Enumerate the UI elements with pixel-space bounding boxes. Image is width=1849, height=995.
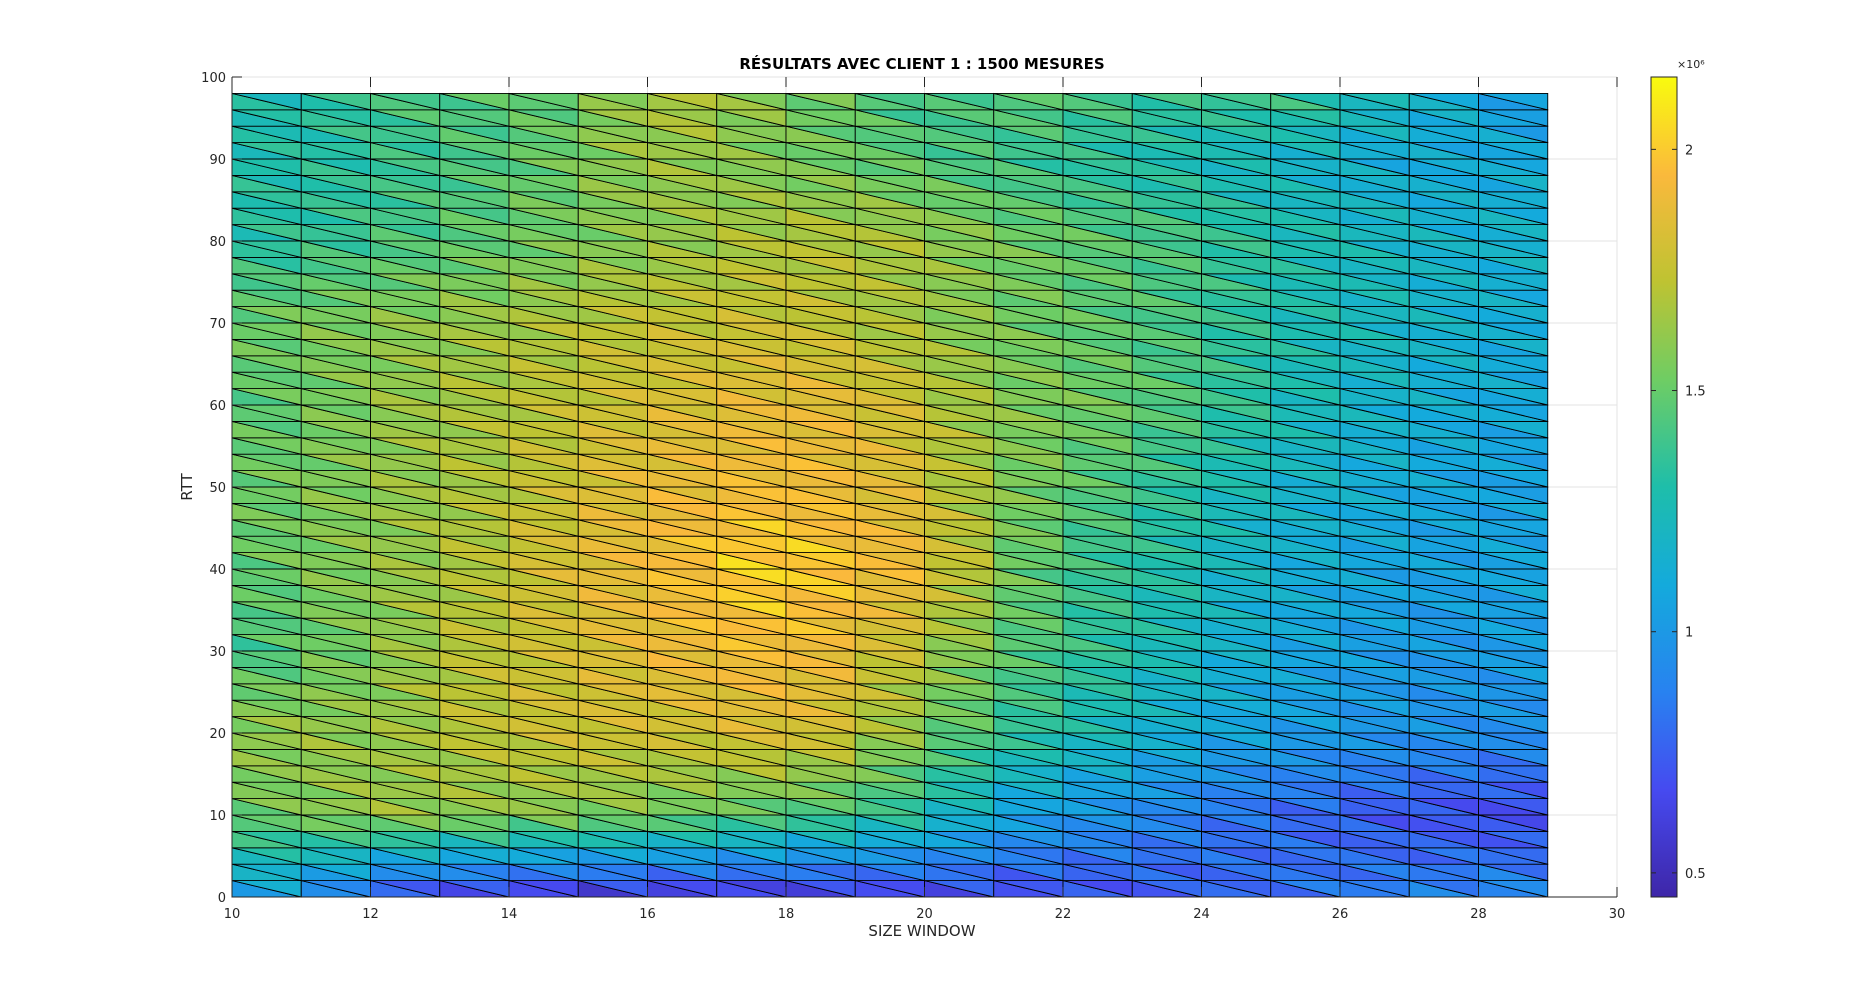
y-axis-label: RTT: [178, 472, 196, 500]
y-tick-label: 50: [209, 481, 226, 496]
x-tick-label: 14: [501, 907, 518, 922]
colorbar-gradient: [1650, 76, 1678, 898]
x-tick-label: 18: [778, 907, 795, 922]
y-tick-label: 70: [209, 317, 226, 332]
y-tick-label: 40: [209, 563, 226, 578]
colorbar-exponent-label: ×10⁶: [1677, 58, 1705, 71]
x-tick-label: 28: [1470, 907, 1487, 922]
chart-title: RÉSULTATS AVEC CLIENT 1 : 1500 MESURES: [739, 54, 1104, 73]
y-tick-label: 80: [209, 235, 226, 250]
y-tick-label: 10: [209, 809, 226, 824]
y-tick-label: 30: [209, 645, 226, 660]
x-tick-label: 22: [1055, 907, 1072, 922]
x-tick-label: 10: [224, 907, 241, 922]
y-tick-label: 0: [218, 891, 226, 906]
x-tick-label: 12: [362, 907, 379, 922]
colorbar-tick-label: 0.5: [1685, 867, 1706, 882]
y-tick-label: 20: [209, 727, 226, 742]
x-tick-label: 24: [1193, 907, 1210, 922]
y-axis-ticks: 0 10 20 30 40 50 60 70 80 90 100: [201, 71, 242, 906]
y-tick-label: 100: [201, 71, 226, 86]
heatmap-cell: [1478, 92, 1549, 111]
colorbar-ticks: 0.5 1 1.5 2: [1651, 143, 1706, 882]
x-axis-label: SIZE WINDOW: [868, 922, 975, 940]
x-tick-label: 16: [639, 907, 656, 922]
colorbar-tick-label: 1: [1685, 626, 1693, 641]
colorbar: 0.5 1 1.5 2 ×10⁶: [1650, 58, 1706, 898]
heatmap-surface: [231, 92, 1549, 898]
x-tick-label: 26: [1332, 907, 1349, 922]
x-axis-ticks: 10 12 14 16 18 20 22 24 26 28 30: [224, 77, 1626, 922]
x-tick-label: 30: [1609, 907, 1626, 922]
y-tick-label: 90: [209, 153, 226, 168]
colorbar-tick-label: 1.5: [1685, 385, 1706, 400]
colorbar-tick-label: 2: [1685, 143, 1693, 158]
x-tick-label: 20: [916, 907, 933, 922]
y-tick-label: 60: [209, 399, 226, 414]
